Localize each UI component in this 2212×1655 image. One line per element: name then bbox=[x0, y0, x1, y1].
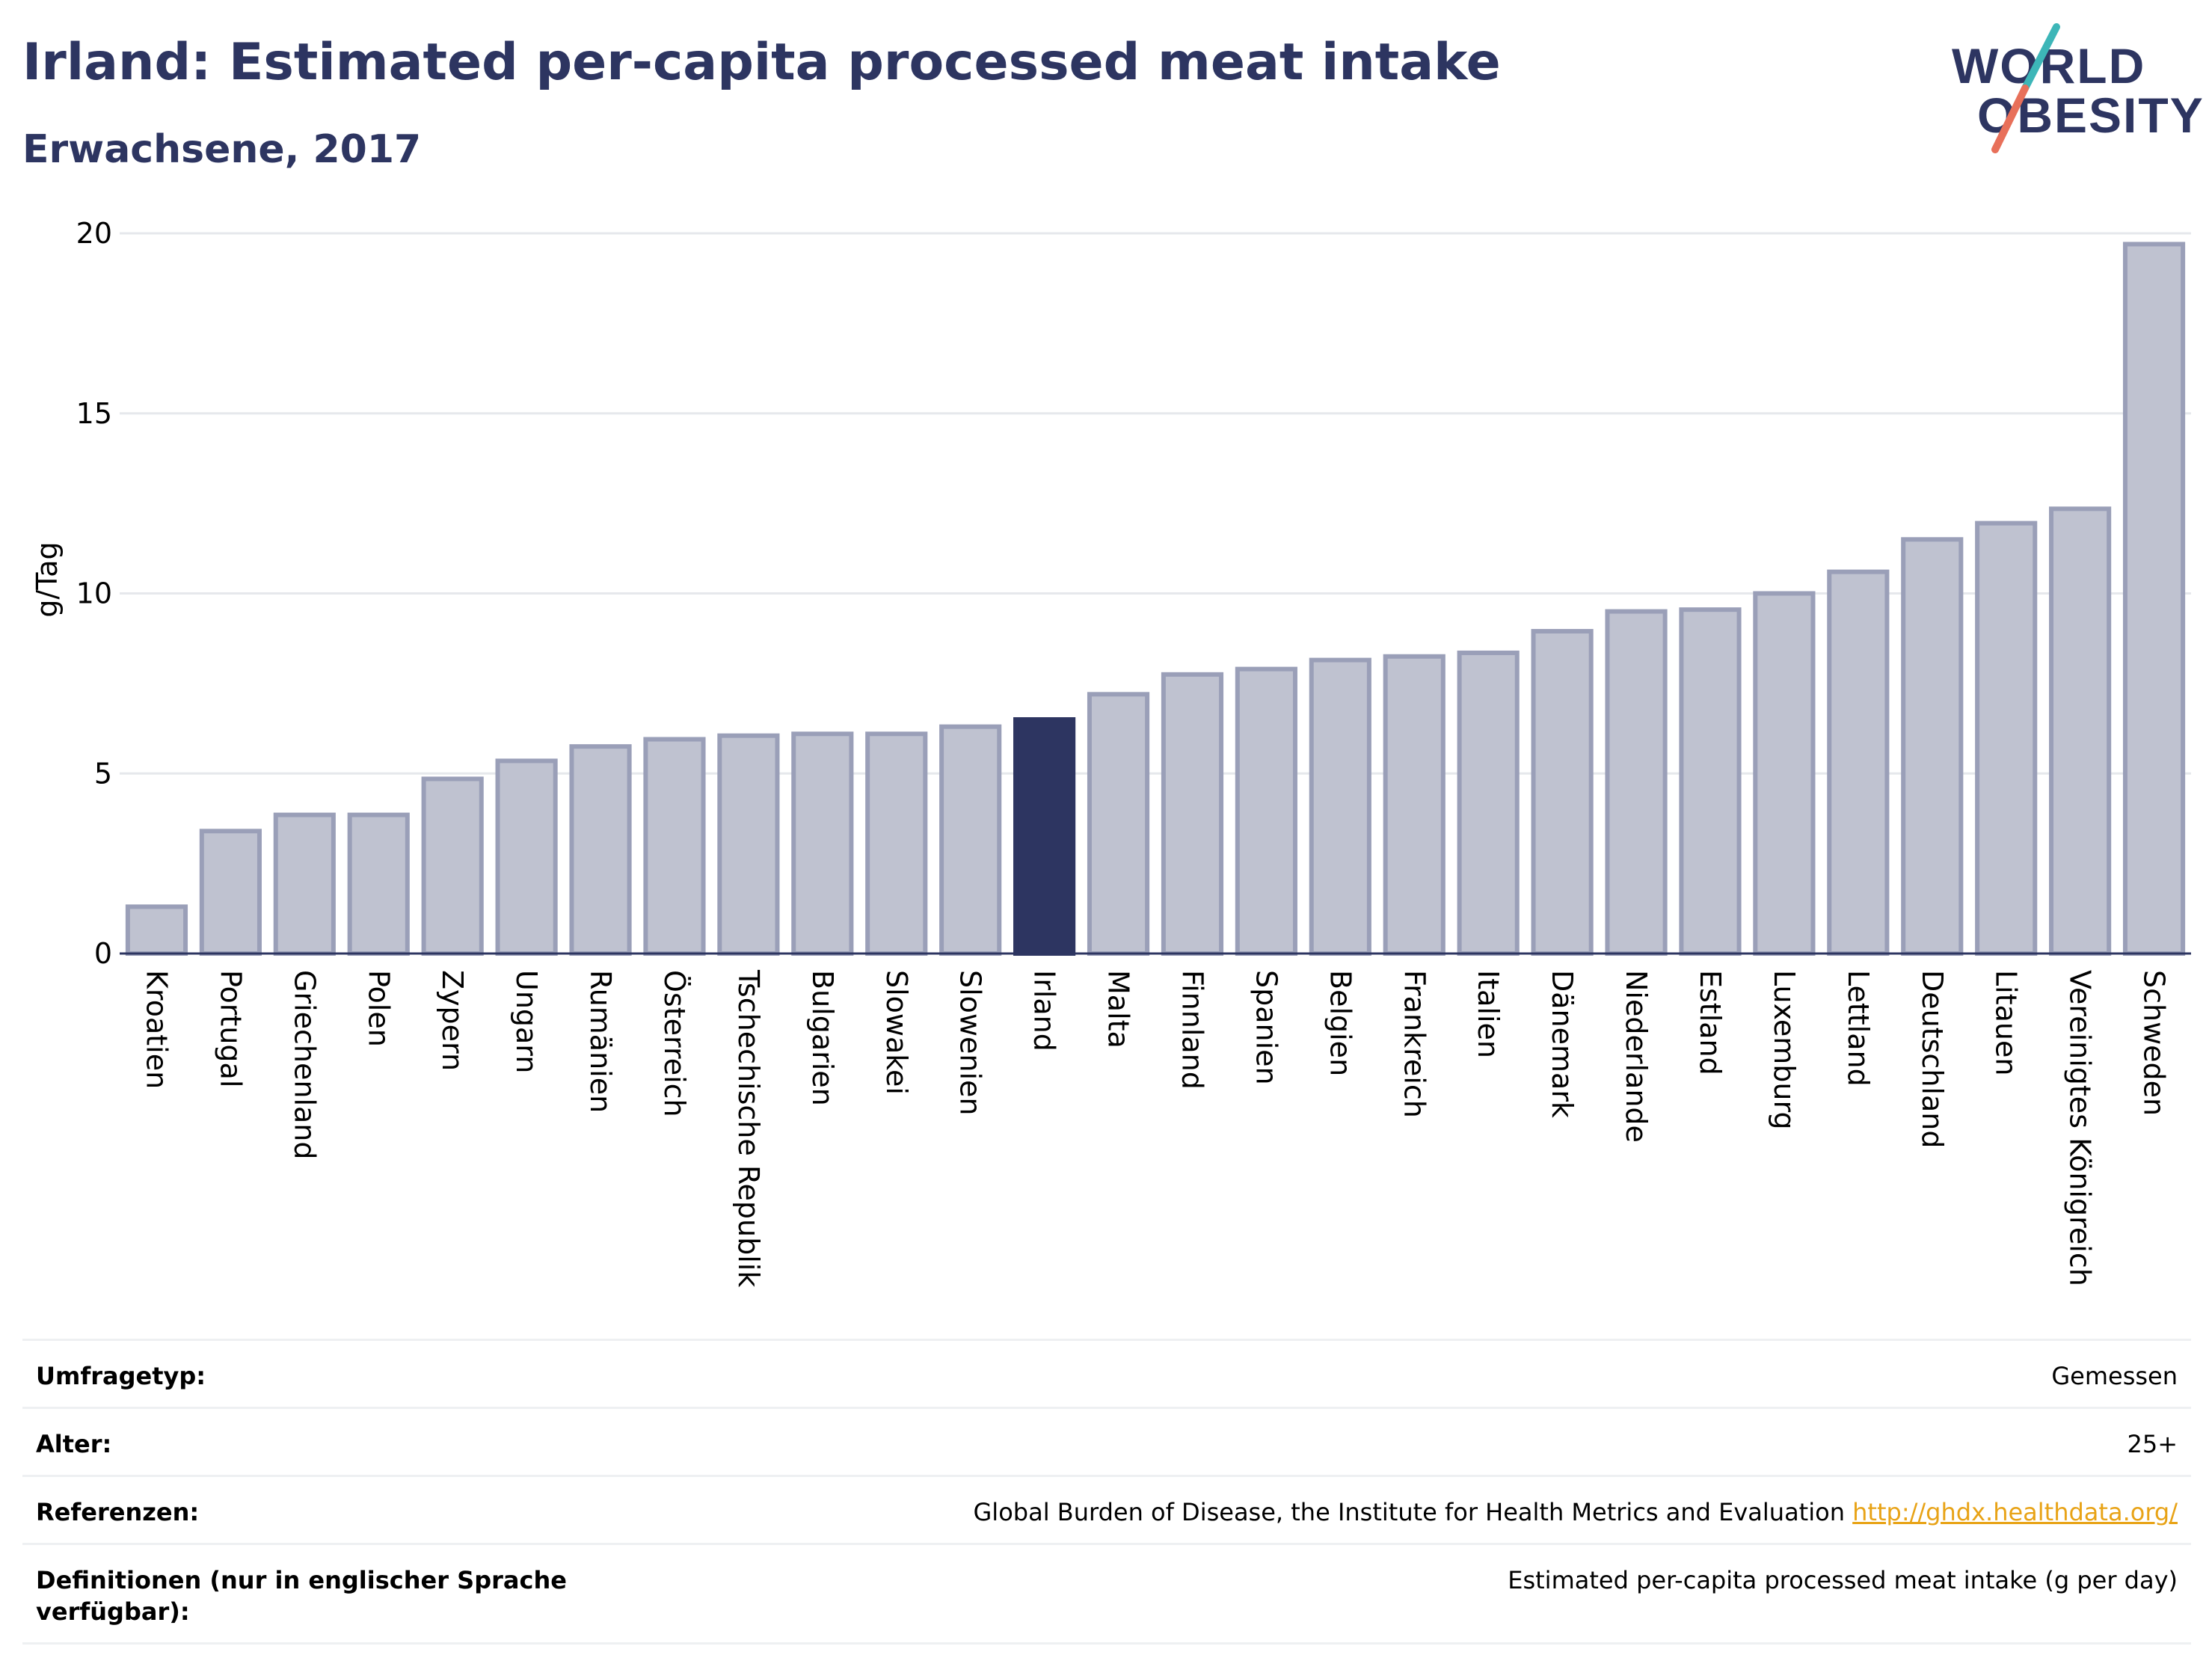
info-row-definitions: Definitionen (nur in englischer Sprache … bbox=[22, 1545, 2191, 1645]
bar-spanien[interactable] bbox=[1235, 666, 1297, 956]
x-axis-tick-labels: Kroatien Portugal Griechenland Polen Zypern U… bbox=[140, 969, 2170, 1287]
bar-malta[interactable] bbox=[1087, 692, 1150, 956]
bar-portugal[interactable] bbox=[199, 829, 262, 957]
x-tick-label: Rumänien bbox=[584, 970, 617, 1113]
info-value: Gemessen bbox=[2051, 1362, 2178, 1390]
bar-zypern[interactable] bbox=[421, 776, 484, 957]
info-table: Umfragetyp: Gemessen Alter: 25+ Referenz… bbox=[22, 1339, 2191, 1645]
info-label: Definitionen (nur in englischer Sprache … bbox=[36, 1566, 567, 1626]
x-tick-label: Portugal bbox=[214, 970, 247, 1087]
x-tick-label: Schweden bbox=[2138, 970, 2171, 1116]
chart-title: Irland: Estimated per-capita processed m… bbox=[22, 33, 1501, 92]
x-tick-label: Frankreich bbox=[1398, 970, 1431, 1118]
bars bbox=[125, 242, 2186, 957]
info-row-age: Alter: 25+ bbox=[22, 1409, 2191, 1477]
info-label: Referenzen: bbox=[36, 1498, 200, 1526]
x-tick-label: Litauen bbox=[1990, 970, 2023, 1075]
reference-text: Global Burden of Disease, the Institute … bbox=[973, 1498, 1845, 1526]
bar-bulgarien[interactable] bbox=[791, 731, 854, 956]
bar-litauen[interactable] bbox=[1975, 521, 2038, 956]
bar-chart: 0 5 10 15 20 g/Tag Kroatien Portugal Griechenl… bbox=[31, 217, 2191, 1287]
bar-österreich[interactable] bbox=[643, 737, 706, 956]
bar-vereinigtes-königreich[interactable] bbox=[2049, 506, 2112, 956]
x-tick-label: Kroatien bbox=[140, 970, 173, 1089]
bar-slowenien[interactable] bbox=[939, 724, 1002, 957]
y-tick-label: 15 bbox=[76, 397, 112, 430]
bar-finnland[interactable] bbox=[1161, 672, 1224, 957]
x-tick-label: Niederlande bbox=[1620, 970, 1653, 1143]
bar-griechenland[interactable] bbox=[273, 812, 336, 957]
bar-estland[interactable] bbox=[1679, 607, 1742, 956]
info-row-references: Referenzen: Global Burden of Disease, th… bbox=[22, 1477, 2191, 1545]
bar-kroatien[interactable] bbox=[125, 904, 188, 957]
bar-deutschland[interactable] bbox=[1901, 537, 1964, 956]
bar-schweden[interactable] bbox=[2122, 242, 2186, 956]
y-tick-label: 20 bbox=[76, 217, 112, 250]
x-tick-label: Spanien bbox=[1250, 970, 1282, 1085]
bar-irland[interactable] bbox=[1013, 717, 1076, 957]
x-tick-label: Dänemark bbox=[1546, 970, 1579, 1118]
bar-ungarn[interactable] bbox=[495, 758, 558, 957]
x-tick-label: Irland bbox=[1028, 970, 1061, 1051]
bar-luxemburg[interactable] bbox=[1753, 591, 1816, 956]
bar-slowakei[interactable] bbox=[865, 731, 928, 956]
bar-niederlande[interactable] bbox=[1605, 609, 1668, 956]
x-tick-label: Österreich bbox=[658, 970, 691, 1117]
y-tick-label: 10 bbox=[76, 577, 112, 610]
y-tick-label: 5 bbox=[94, 757, 112, 790]
x-tick-label: Slowakei bbox=[880, 970, 913, 1095]
x-tick-label: Deutschland bbox=[1916, 970, 1949, 1148]
x-tick-label: Finnland bbox=[1176, 970, 1208, 1090]
info-label: Alter: bbox=[36, 1430, 112, 1458]
x-tick-label: Ungarn bbox=[510, 970, 543, 1073]
y-axis-label: g/Tag bbox=[31, 541, 64, 617]
info-row-survey-type: Umfragetyp: Gemessen bbox=[22, 1341, 2191, 1409]
x-tick-label: Zypern bbox=[436, 970, 469, 1071]
x-tick-label: Griechenland bbox=[288, 970, 321, 1160]
x-tick-label: Slowenien bbox=[954, 970, 987, 1116]
x-tick-label: Vereinigtes Königreich bbox=[2064, 970, 2097, 1286]
x-tick-label: Lettland bbox=[1842, 970, 1875, 1087]
reference-link[interactable]: http://ghdx.healthdata.org/ bbox=[1852, 1498, 2178, 1526]
bar-italien[interactable] bbox=[1457, 650, 1520, 956]
info-label: Umfragetyp: bbox=[36, 1362, 206, 1390]
logo-slash-icon bbox=[1991, 23, 2060, 153]
x-tick-label: Bulgarien bbox=[806, 970, 839, 1106]
x-tick-label: Italien bbox=[1472, 970, 1505, 1058]
bar-polen[interactable] bbox=[347, 812, 410, 957]
info-value: Estimated per-capita processed meat inta… bbox=[1508, 1566, 2178, 1594]
info-value: Global Burden of Disease, the Institute … bbox=[974, 1496, 2178, 1528]
world-obesity-logo[interactable]: WORLD OBESITY bbox=[1952, 22, 2203, 157]
bar-frankreich[interactable] bbox=[1383, 654, 1446, 956]
info-value: 25+ bbox=[2127, 1430, 2178, 1458]
bar-rumänien[interactable] bbox=[569, 744, 632, 956]
x-tick-label: Malta bbox=[1102, 970, 1135, 1048]
x-tick-label: Estland bbox=[1694, 970, 1727, 1075]
x-tick-label: Polen bbox=[362, 970, 395, 1047]
y-axis-ticks: 0 5 10 15 20 bbox=[76, 217, 112, 970]
x-tick-label: Belgien bbox=[1324, 970, 1357, 1076]
x-tick-label: Luxemburg bbox=[1768, 970, 1801, 1130]
bar-lettland[interactable] bbox=[1827, 569, 1890, 956]
bar-belgien[interactable] bbox=[1309, 657, 1371, 956]
bar-dänemark[interactable] bbox=[1531, 629, 1594, 956]
x-tick-label: Tschechische Republik bbox=[732, 969, 765, 1287]
y-tick-label: 0 bbox=[94, 937, 112, 970]
bar-tschechische-republik[interactable] bbox=[717, 733, 780, 956]
chart-subtitle: Erwachsene, 2017 bbox=[22, 127, 422, 172]
